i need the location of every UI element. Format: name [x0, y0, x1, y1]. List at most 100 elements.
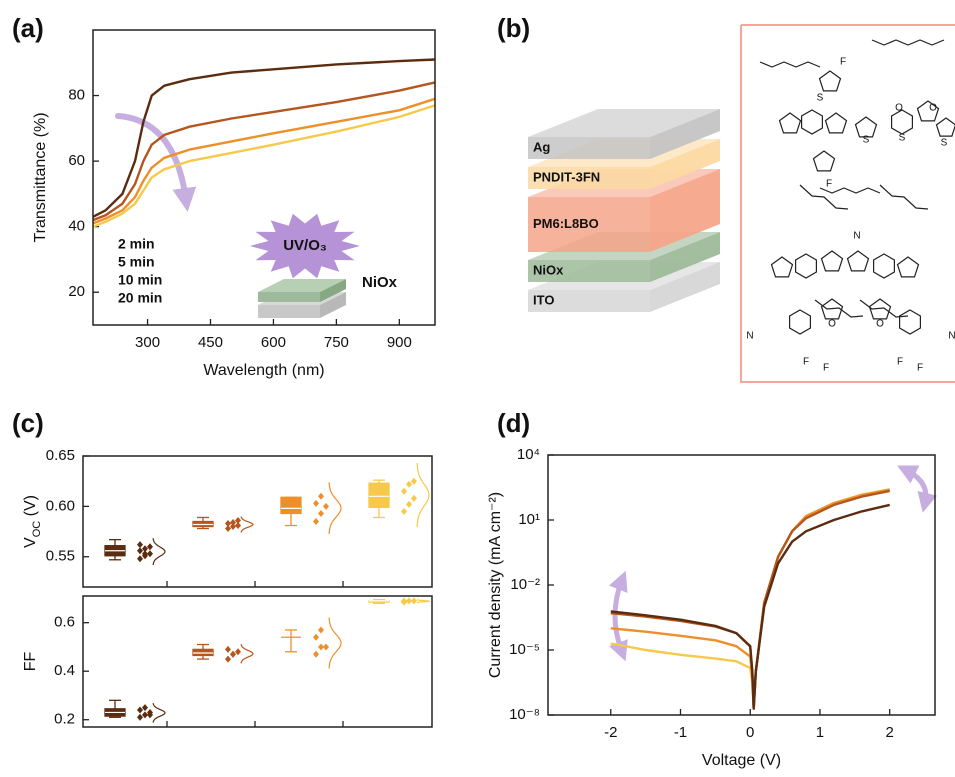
y-tick-label: 10¹: [518, 511, 540, 528]
y-tick-label: 0.2: [54, 711, 75, 728]
ring: [780, 113, 801, 133]
data-point: [137, 547, 143, 554]
distribution-curve: [241, 644, 253, 663]
x-tick-label: 2: [886, 724, 894, 741]
legend-entry: 20 min: [118, 290, 162, 306]
data-point: [323, 643, 329, 650]
layer-label: NiOx: [533, 262, 564, 277]
distribution-curve: [417, 463, 429, 527]
x-tick-label: 900: [387, 334, 412, 351]
ring: [848, 251, 869, 271]
y-axis-label-part: V: [22, 537, 39, 548]
panel-label: (b): [497, 13, 530, 43]
layer-label: PNDIT-3FN: [533, 169, 600, 184]
data-point: [225, 646, 231, 653]
x-tick-label: 1: [816, 724, 824, 741]
y-axis-label: FF: [22, 652, 39, 672]
distribution-curve: [329, 482, 341, 534]
atom-label: N: [853, 231, 860, 242]
box: [193, 649, 213, 655]
distribution-curve: [153, 703, 165, 723]
atom-label: F: [840, 57, 846, 68]
box: [369, 483, 389, 507]
ring: [900, 310, 921, 334]
distribution-curve: [153, 538, 165, 565]
atom-label: O: [876, 319, 884, 330]
y-tick-label: 80: [68, 87, 85, 104]
legend-entry: 2 min: [118, 236, 155, 252]
figure: (a)30045060075090020406080Wavelength (nm…: [0, 0, 955, 777]
atom-label: O: [828, 319, 836, 330]
box: [281, 497, 301, 513]
series-line: [93, 82, 435, 220]
ring: [898, 257, 919, 277]
ring: [937, 118, 955, 136]
y-tick-label: 0.65: [46, 447, 75, 464]
y-axis-label-part: (V): [22, 495, 39, 521]
data-point: [406, 501, 412, 508]
ring: [820, 71, 841, 91]
plot-frame: [83, 596, 432, 727]
legend-entry: 5 min: [118, 254, 155, 270]
data-point: [411, 597, 417, 604]
data-point: [137, 541, 143, 548]
atom-label: F: [917, 363, 923, 374]
ring: [802, 110, 823, 134]
ring: [796, 254, 817, 278]
data-point: [313, 500, 319, 507]
data-point: [318, 626, 324, 633]
y-tick-label: 20: [68, 283, 85, 300]
data-point: [406, 481, 412, 488]
atom-label: F: [803, 357, 809, 368]
data-point: [313, 634, 319, 641]
ring: [826, 113, 847, 133]
x-tick-label: -2: [604, 724, 617, 741]
y-tick-label: 0.6: [54, 614, 75, 631]
panel-label: (a): [12, 13, 44, 43]
annotation: UV/O₃: [283, 237, 327, 254]
y-tick-label: 60: [68, 152, 85, 169]
panel-label: (c): [12, 408, 44, 438]
ring: [822, 251, 843, 271]
y-axis-label: Current density (mA cm⁻²): [487, 492, 504, 678]
annotation: NiOx: [362, 274, 398, 291]
atom-label: S: [817, 93, 824, 104]
atom-label: S: [941, 138, 948, 149]
x-tick-label: 0: [746, 724, 754, 741]
data-point: [411, 495, 417, 502]
y-tick-label: 0.4: [54, 662, 75, 679]
ring: [874, 254, 895, 278]
x-tick-label: -1: [674, 724, 687, 741]
atom-label: S: [899, 133, 906, 144]
x-tick-label: 600: [261, 334, 286, 351]
structure-frame: [741, 25, 955, 382]
atom-label: S: [863, 135, 870, 146]
series-line: [611, 489, 890, 708]
data-point: [318, 493, 324, 500]
slab-front: [258, 292, 320, 302]
ring: [772, 257, 793, 277]
data-point: [225, 520, 231, 527]
data-point: [313, 651, 319, 658]
data-point: [313, 518, 319, 525]
data-point: [147, 543, 153, 550]
slab-base-front: [258, 305, 320, 318]
plot-frame: [83, 456, 432, 587]
data-point: [401, 508, 407, 515]
x-axis-label: Wavelength (nm): [203, 362, 324, 379]
trend-arrow: [118, 116, 186, 200]
y-tick-label: 10⁻⁸: [509, 706, 540, 723]
ring: [814, 151, 835, 171]
y-tick-label: 40: [68, 218, 85, 235]
y-axis-label: VOC (V): [22, 495, 43, 548]
atom-label: N: [746, 331, 753, 342]
y-axis-label-part: OC: [31, 521, 43, 538]
panel-label: (d): [497, 408, 530, 438]
ring: [790, 310, 811, 334]
atom-label: O: [929, 103, 937, 114]
data-point: [225, 656, 231, 663]
atom-label: N: [948, 331, 955, 342]
data-point: [323, 503, 329, 510]
chain: [760, 62, 820, 67]
y-tick-label: 10⁴: [517, 446, 540, 463]
